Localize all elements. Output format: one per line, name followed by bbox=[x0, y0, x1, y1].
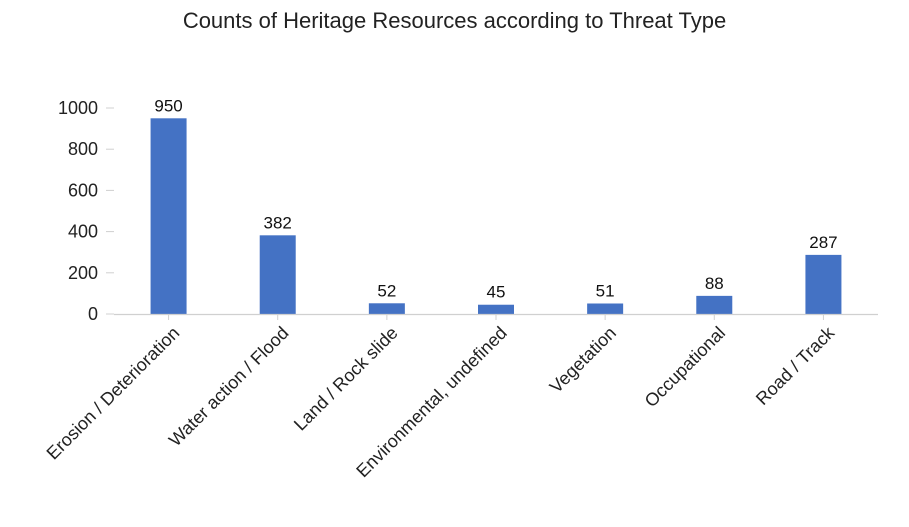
y-axis: 0 200 400 600 800 1000 bbox=[58, 98, 114, 324]
y-tick-label: 1000 bbox=[58, 98, 98, 118]
x-tick-label: Land / Rock slide bbox=[290, 323, 402, 435]
data-label: 45 bbox=[487, 283, 506, 302]
x-tick-label: Occupational bbox=[641, 323, 729, 411]
x-tick-label: Vegetation bbox=[546, 323, 620, 397]
y-tick-label: 800 bbox=[68, 139, 98, 159]
bars bbox=[150, 118, 842, 314]
bar bbox=[259, 235, 296, 314]
bar bbox=[150, 118, 187, 314]
y-tick-label: 0 bbox=[88, 304, 98, 324]
x-tick-label: Erosion / Deterioration bbox=[43, 323, 184, 464]
chart-title: Counts of Heritage Resources according t… bbox=[182, 8, 727, 33]
y-tick-label: 200 bbox=[68, 263, 98, 283]
bar bbox=[587, 303, 624, 314]
y-tick-label: 400 bbox=[68, 222, 98, 242]
y-tick-label: 600 bbox=[68, 180, 98, 200]
data-label: 51 bbox=[596, 281, 615, 300]
data-label: 52 bbox=[377, 281, 396, 300]
data-label: 88 bbox=[705, 274, 724, 293]
x-tick-label: Water action / Flood bbox=[165, 323, 293, 451]
bar bbox=[478, 304, 514, 314]
data-labels: 950 382 52 45 51 88 287 bbox=[154, 96, 837, 301]
bar bbox=[696, 295, 733, 314]
bar bbox=[368, 303, 405, 314]
data-label: 287 bbox=[809, 233, 837, 252]
data-label: 382 bbox=[264, 213, 292, 232]
data-label: 950 bbox=[154, 96, 182, 115]
bar bbox=[805, 254, 842, 314]
x-tick-label: Road / Track bbox=[752, 322, 839, 409]
